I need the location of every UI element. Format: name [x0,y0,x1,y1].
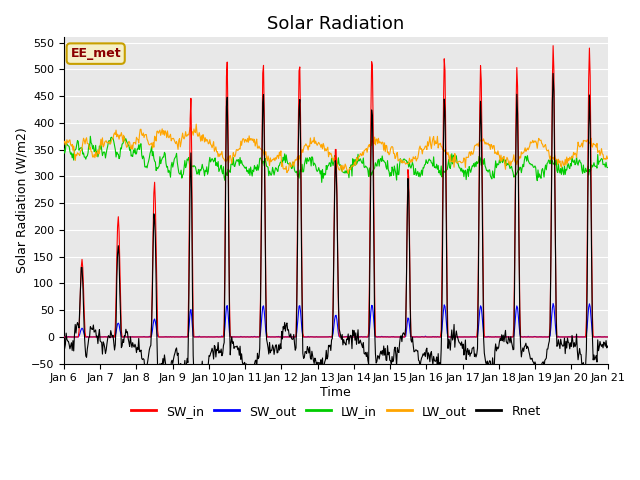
Title: Solar Radiation: Solar Radiation [267,15,404,33]
Y-axis label: Solar Radiation (W/m2): Solar Radiation (W/m2) [15,128,28,274]
X-axis label: Time: Time [321,386,351,399]
Text: EE_met: EE_met [70,47,121,60]
Legend: SW_in, SW_out, LW_in, LW_out, Rnet: SW_in, SW_out, LW_in, LW_out, Rnet [125,400,546,423]
